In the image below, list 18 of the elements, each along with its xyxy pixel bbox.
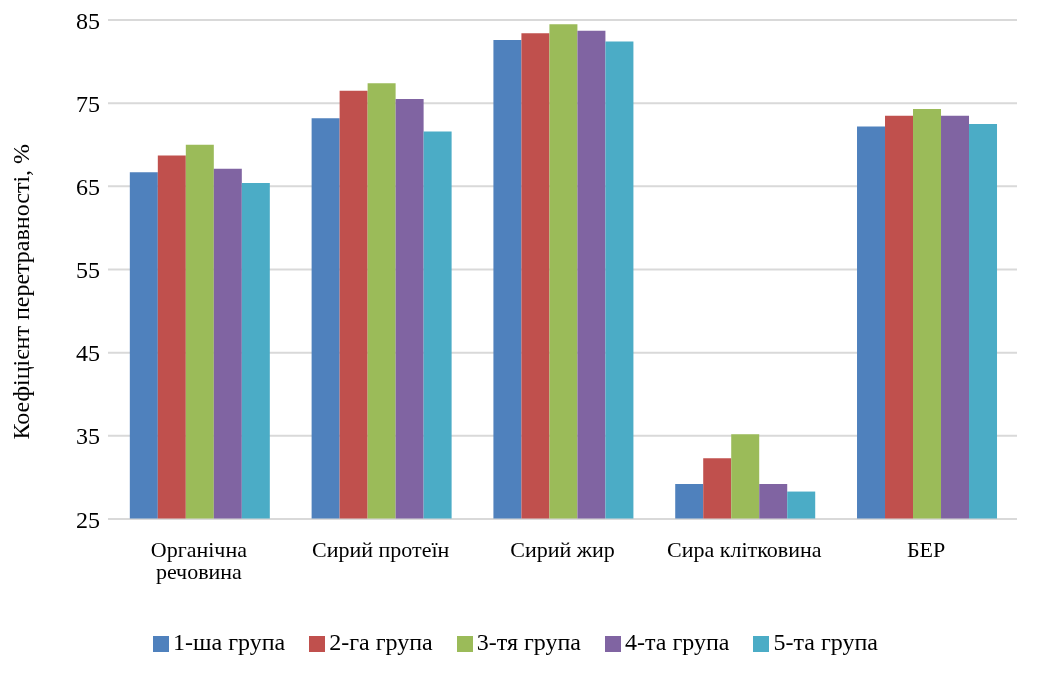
legend-label: 2-га група	[329, 629, 433, 655]
legend-label: 1-ша група	[173, 629, 286, 655]
legend-label: 5-та група	[773, 629, 878, 655]
y-tick-label: 55	[76, 257, 100, 284]
x-tick-label: Сира клітковина	[667, 536, 822, 562]
x-tick-label: Сирий жир	[510, 536, 615, 562]
y-tick-label: 25	[76, 506, 100, 533]
y-tick-label: 75	[76, 90, 100, 117]
x-tick-label: Органічна речовина	[150, 536, 248, 584]
y-tick-label: 45	[76, 340, 100, 367]
x-tick-label: Сирий протеїн	[312, 536, 450, 562]
legend-label: 3-тя група	[476, 629, 581, 655]
y-tick-label: 65	[76, 173, 100, 200]
x-tick-label: БЕР	[906, 536, 946, 562]
y-tick-label: 35	[76, 423, 100, 450]
legend-label: 4-та група	[625, 629, 730, 655]
y-tick-label: 85	[76, 7, 100, 34]
y-axis-title: Коефіцієнт перетравності, %	[7, 143, 34, 440]
